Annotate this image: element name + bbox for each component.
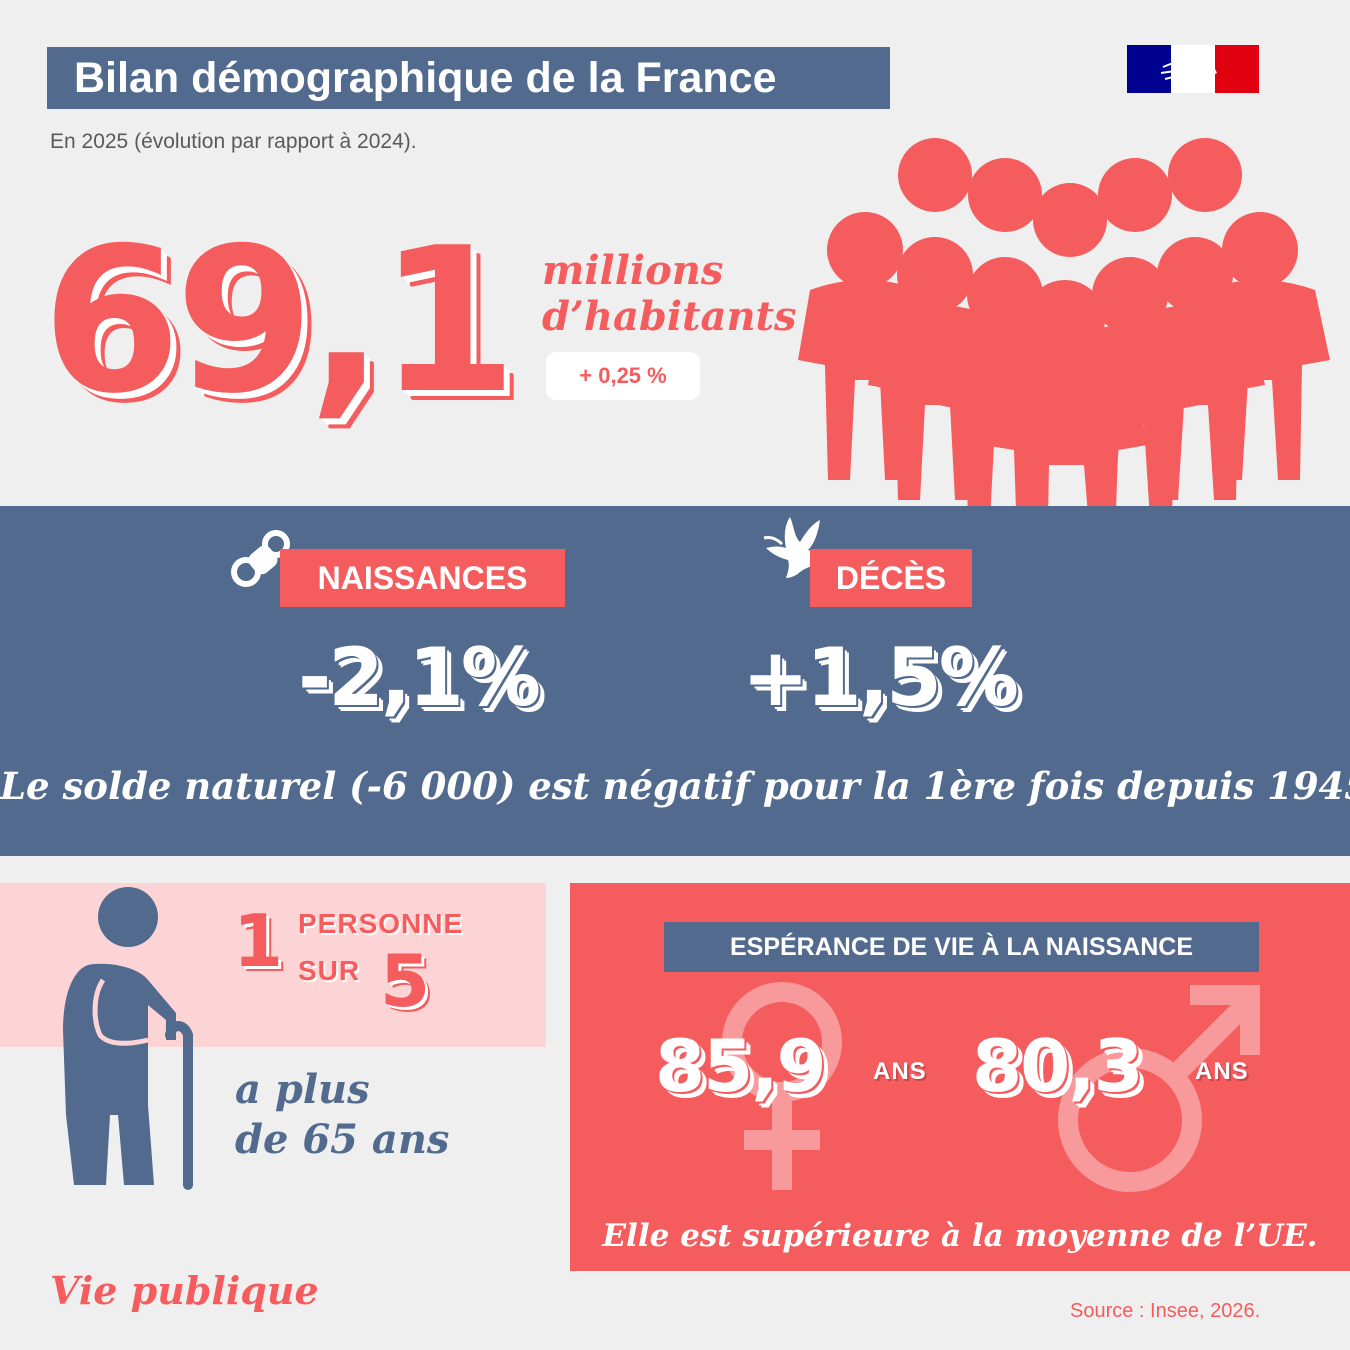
deaths-value: +1,5% — [742, 631, 1019, 724]
female-life-expectancy-value: 85,9 — [655, 1024, 827, 1108]
elderly-note-line2: de 65 ans — [235, 1116, 450, 1163]
births-deaths-panel — [0, 506, 1350, 856]
source-note: Source : Insee, 2026. — [1070, 1300, 1261, 1322]
births-value: -2,1% — [298, 631, 541, 724]
ratio-denominator: 5 — [380, 939, 431, 1023]
elderly-note-line1: a plus — [235, 1066, 370, 1113]
vie-publique-logo: Vie publique — [50, 1268, 319, 1313]
ratio-word-person: PERSONNE — [298, 908, 464, 939]
female-symbol-icon — [722, 982, 842, 1190]
deaths-label: DÉCÈS — [810, 549, 972, 607]
male-life-expectancy-unit: ANS — [1195, 1058, 1249, 1085]
natural-balance-note: Le solde naturel (-6 000) est négatif po… — [0, 764, 1350, 808]
pacifier-icon — [231, 530, 290, 587]
page-title: Bilan démographique de la France — [47, 47, 890, 109]
ratio-word-out-of: SUR — [298, 955, 361, 986]
elderly-person-icon — [63, 887, 193, 1190]
life-expectancy-note: Elle est supérieure à la moyenne de l’UE… — [602, 1218, 1318, 1254]
crowd-icon — [798, 138, 1330, 540]
ratio-numerator: 1 — [233, 899, 284, 983]
population-unit-line2: d’habitants — [542, 293, 797, 340]
population-value: 69,1 — [42, 205, 517, 438]
population-unit-line1: millions — [542, 247, 724, 294]
population-change-badge: + 0,25 % — [546, 352, 700, 400]
female-life-expectancy-unit: ANS — [873, 1058, 927, 1085]
births-label: NAISSANCES — [280, 549, 565, 607]
page-subtitle: En 2025 (évolution par rapport à 2024). — [50, 130, 417, 153]
population-unit: millions d’habitants — [542, 248, 797, 340]
elderly-age-note: a plus de 65 ans — [235, 1065, 449, 1165]
life-expectancy-title: ESPÉRANCE DE VIE À LA NAISSANCE — [664, 922, 1259, 972]
male-symbol-icon — [1058, 985, 1260, 1192]
male-life-expectancy-value: 80,3 — [972, 1024, 1144, 1108]
republic-flag-logo — [1127, 45, 1259, 93]
